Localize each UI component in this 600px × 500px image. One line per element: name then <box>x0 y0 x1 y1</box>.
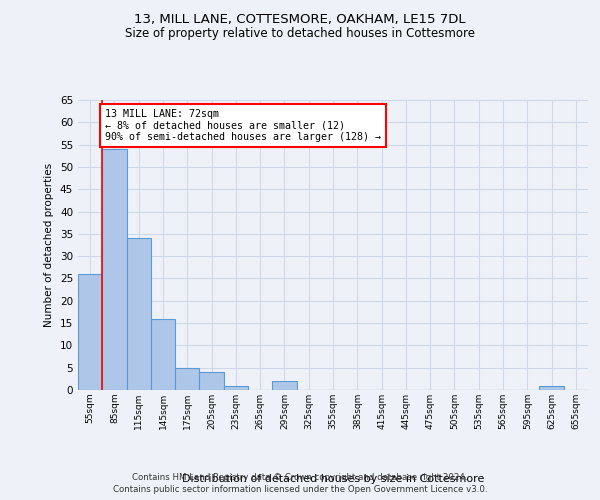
Bar <box>127 238 151 390</box>
Text: 13 MILL LANE: 72sqm
← 8% of detached houses are smaller (12)
90% of semi-detache: 13 MILL LANE: 72sqm ← 8% of detached hou… <box>105 109 381 142</box>
X-axis label: Distribution of detached houses by size in Cottesmore: Distribution of detached houses by size … <box>182 474 484 484</box>
Text: Size of property relative to detached houses in Cottesmore: Size of property relative to detached ho… <box>125 28 475 40</box>
Bar <box>78 274 102 390</box>
Bar <box>151 318 175 390</box>
Text: Contains HM Land Registry data © Crown copyright and database right 2024.: Contains HM Land Registry data © Crown c… <box>132 474 468 482</box>
Y-axis label: Number of detached properties: Number of detached properties <box>44 163 55 327</box>
Text: Contains public sector information licensed under the Open Government Licence v3: Contains public sector information licen… <box>113 485 487 494</box>
Bar <box>224 386 248 390</box>
Bar <box>539 386 564 390</box>
Bar <box>102 149 127 390</box>
Bar <box>199 372 224 390</box>
Bar <box>272 381 296 390</box>
Bar <box>175 368 199 390</box>
Text: 13, MILL LANE, COTTESMORE, OAKHAM, LE15 7DL: 13, MILL LANE, COTTESMORE, OAKHAM, LE15 … <box>134 12 466 26</box>
